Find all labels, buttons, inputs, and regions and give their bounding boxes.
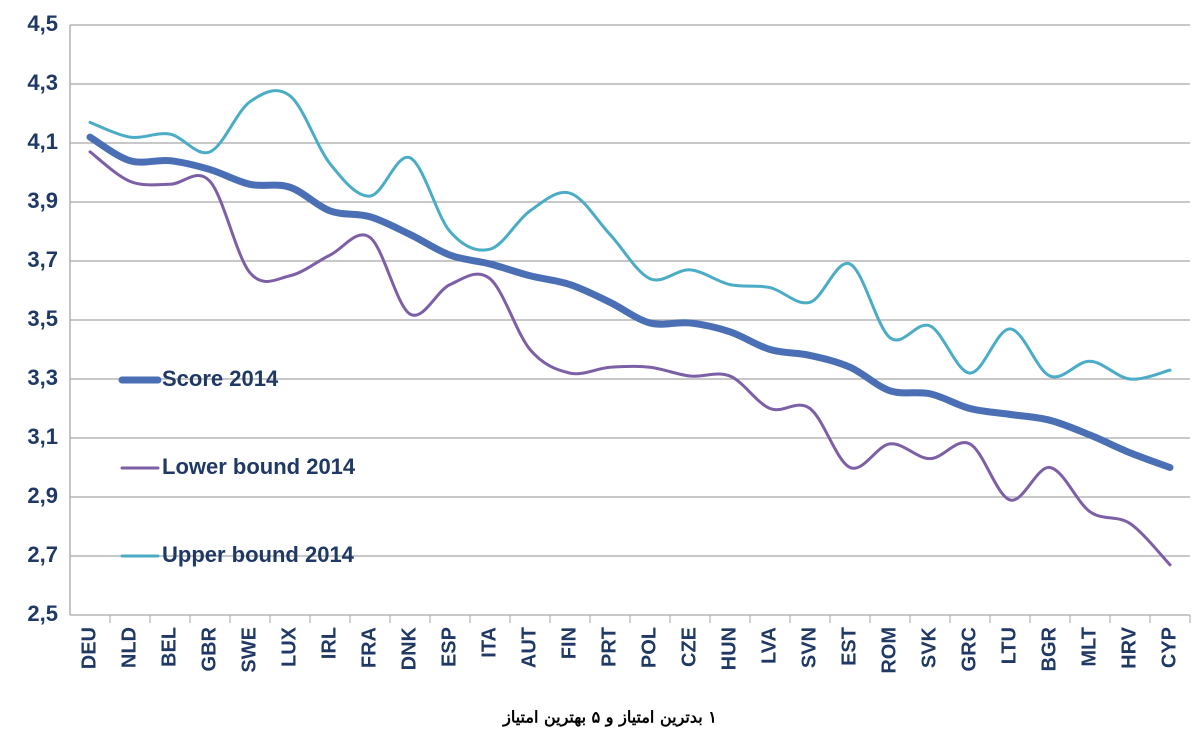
x-tick-label: PRT (598, 627, 620, 667)
legend-label: Score 2014 (162, 366, 279, 391)
legend-label: Upper bound 2014 (162, 542, 355, 567)
x-tick-label: CZE (678, 627, 700, 667)
y-tick-label: 2,9 (27, 483, 58, 508)
y-tick-label: 2,5 (27, 601, 58, 626)
y-tick-label: 2,7 (27, 542, 58, 567)
series-line (86, 133, 1174, 471)
x-tick-label: LVA (758, 627, 780, 664)
x-tick-label: EST (838, 627, 860, 666)
x-tick-label: IRL (318, 627, 340, 659)
y-tick-label: 3,1 (27, 424, 58, 449)
x-tick-label: HUN (718, 627, 740, 670)
x-tick-label: LTU (998, 627, 1020, 664)
x-tick-label: NLD (118, 627, 140, 668)
y-tick-label: 3,3 (27, 365, 58, 390)
x-tick-label: ROM (878, 627, 900, 674)
x-tick-label: FRA (358, 627, 380, 668)
y-tick-label: 4,1 (27, 129, 58, 154)
x-tick-label: DEU (78, 627, 100, 669)
legend-label: Lower bound 2014 (162, 454, 356, 479)
y-tick-label: 4,5 (27, 11, 58, 36)
caption: ۱ بدترین امتیاز و ۵ بهترین امتیاز (502, 708, 717, 728)
x-tick-label: SVK (918, 626, 940, 668)
x-tick-label: BEL (158, 627, 180, 667)
x-tick-label: DNK (398, 626, 420, 670)
x-tick-label: LUX (278, 626, 300, 667)
y-tick-label: 3,9 (27, 188, 58, 213)
y-tick-label: 3,5 (27, 306, 58, 331)
x-tick-label: GRC (958, 627, 980, 671)
x-tick-label: FIN (558, 627, 580, 659)
series-line (88, 89, 1172, 381)
y-tick-label: 3,7 (27, 247, 58, 272)
series-line (88, 150, 1172, 567)
x-tick-label: GBR (198, 626, 220, 671)
x-tick-label: SVN (798, 627, 820, 668)
x-tick-label: AUT (518, 627, 540, 668)
y-tick-label: 4,3 (27, 70, 58, 95)
x-tick-label: POL (638, 627, 660, 668)
x-tick-label: ITA (478, 627, 500, 658)
x-tick-label: SWE (238, 627, 260, 673)
x-tick-label: CYP (1158, 627, 1180, 668)
x-tick-label: MLT (1078, 627, 1100, 667)
x-tick-label: HRV (1118, 626, 1140, 669)
x-tick-label: ESP (438, 627, 460, 667)
x-tick-label: BGR (1038, 626, 1060, 671)
